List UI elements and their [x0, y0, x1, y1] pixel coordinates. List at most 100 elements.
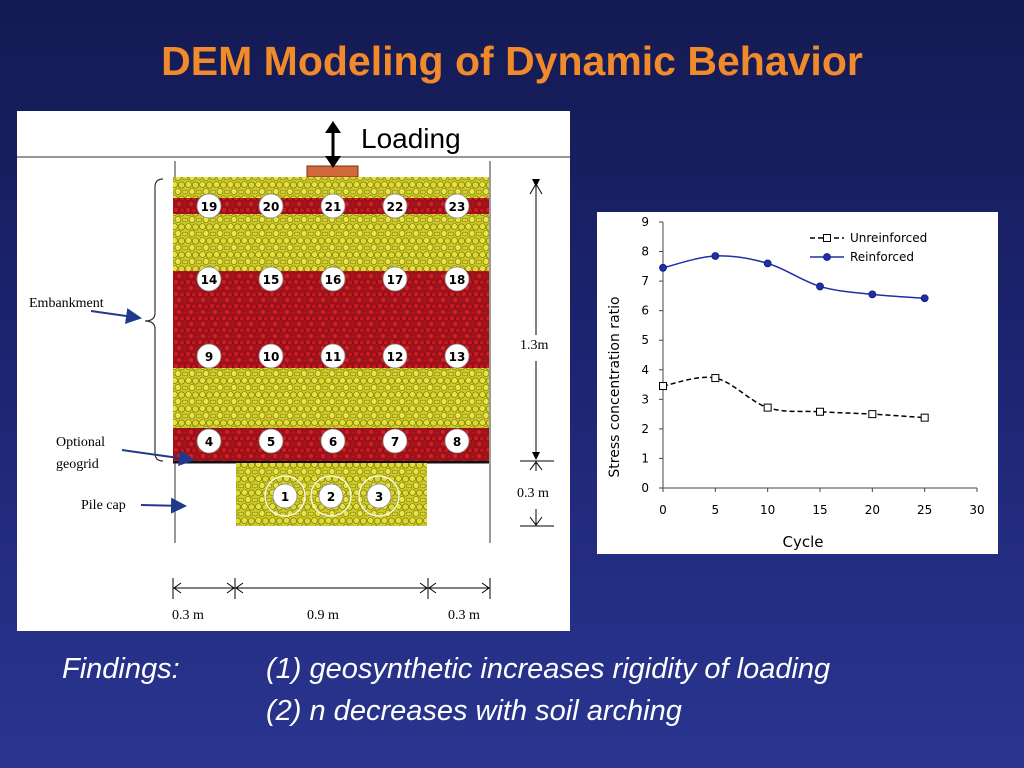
data-point: [816, 282, 824, 291]
data-point: [868, 290, 877, 299]
measurement-circle: [320, 428, 346, 454]
findings-label: Findings:: [62, 653, 180, 685]
embankment-label: Embankment: [29, 296, 104, 311]
x-tick-label: 5: [712, 503, 720, 517]
y-tick-label: 4: [641, 363, 649, 377]
measurement-circle: [382, 343, 408, 369]
measurement-circle-label: 1: [281, 490, 289, 504]
embankment-arrow-icon: [90, 308, 142, 324]
data-point: [763, 403, 772, 412]
measurement-circle: [258, 266, 284, 292]
width-left-label: 0.3 m: [172, 608, 204, 623]
series-0: [659, 374, 929, 422]
measurement-circle-label: 13: [449, 350, 466, 364]
measurement-circle-label: 7: [391, 435, 399, 449]
measurement-circle: [196, 343, 222, 369]
measurement-circle-label: 23: [449, 200, 466, 214]
measurement-circle-label: 3: [375, 490, 383, 504]
data-point: [868, 410, 877, 419]
measurement-circle-label: 6: [329, 435, 337, 449]
finding-item-2: (2) n decreases with soil arching: [266, 695, 682, 727]
y-tick-label: 1: [641, 451, 649, 465]
dimension-horizontal: [172, 578, 491, 599]
measurement-circle-label: 15: [263, 273, 280, 287]
series-line: [662, 255, 925, 300]
measurement-circle-label: 16: [325, 273, 342, 287]
y-tick-label: 3: [641, 392, 649, 406]
measurement-circle: [258, 428, 284, 454]
y-axis-label: Stress concentration ratio: [607, 296, 623, 477]
geogrid-label-line2: geogrid: [56, 457, 99, 472]
dimension-1-3m: [529, 179, 543, 460]
finding-item-1: (1) geosynthetic increases rigidity of l…: [266, 653, 831, 685]
dimension-0-3m-vertical-label: 0.3 m: [517, 486, 549, 501]
width-middle-label: 0.9 m: [307, 608, 339, 623]
dimension-0-3m-vertical: [520, 460, 554, 527]
pile-cap-arrow-icon: [140, 497, 187, 514]
x-tick-label: 15: [812, 503, 827, 517]
measurement-circle: [272, 483, 298, 509]
load-plate: [306, 165, 359, 178]
y-tick-label: 2: [641, 422, 649, 436]
measurement-circle: [382, 266, 408, 292]
measurement-circle-label: 11: [325, 350, 342, 364]
measurement-circle-label: 17: [387, 273, 404, 287]
measurement-circle: [258, 343, 284, 369]
data-point: [823, 253, 831, 261]
measurement-circle: [444, 343, 470, 369]
measurement-circle: [382, 193, 408, 219]
dem-model-figure: Loading 19 20 21 22 23 14 15 16 17 18 9 10 11 12 13 4 5 6…: [17, 111, 570, 631]
y-tick-label: 7: [641, 274, 649, 288]
measurement-circle: [196, 428, 222, 454]
y-tick-label: 8: [641, 245, 649, 259]
chart-series: [659, 252, 929, 422]
y-tick-label: 6: [641, 304, 649, 318]
y-tick-label: 9: [641, 215, 649, 229]
measurement-circle-label: 20: [263, 200, 280, 214]
loading-label: Loading: [361, 123, 461, 154]
measurement-circle: [444, 193, 470, 219]
embankment-bracket: [144, 178, 164, 462]
measurement-circle: [320, 343, 346, 369]
loading-arrow-icon: [325, 121, 341, 168]
y-tick-label: 0: [641, 481, 649, 495]
embankment-layers: [173, 177, 489, 462]
data-point: [816, 407, 824, 416]
measurement-circle-label: 10: [263, 350, 280, 364]
measurement-circle: [444, 266, 470, 292]
measurement-ring: [264, 475, 306, 517]
measurement-ring: [310, 475, 352, 517]
slide-title: DEM Modeling of Dynamic Behavior: [161, 38, 863, 84]
y-tick-label: 5: [641, 333, 649, 347]
measurement-circle-label: 8: [453, 435, 461, 449]
data-point: [659, 382, 667, 391]
x-tick-label: 10: [760, 503, 775, 517]
measurement-circle-label: 4: [205, 435, 213, 449]
measurement-ring: [358, 475, 400, 517]
measurement-circle-label: 2: [327, 490, 335, 504]
pile-cap-label: Pile cap: [81, 498, 126, 513]
data-point: [920, 413, 929, 422]
data-point: [711, 374, 720, 383]
data-point: [920, 294, 929, 303]
stress-ratio-chart: 0 1 2 3 4 5 6 7 8 9 0 5 10 15 20 25 30 Unreinforced Reinf…: [597, 212, 998, 554]
data-point: [763, 259, 772, 268]
measurement-circle: [382, 428, 408, 454]
measurement-circle: [320, 193, 346, 219]
width-right-label: 0.3 m: [448, 608, 480, 623]
measurement-circle: [444, 428, 470, 454]
measurement-circle: [196, 266, 222, 292]
measurement-circle-label: 9: [205, 350, 213, 364]
measurement-circle-label: 22: [387, 200, 404, 214]
measurement-circle-label: 12: [387, 350, 404, 364]
x-tick-label: 20: [865, 503, 880, 517]
geogrid-arrow-icon: [121, 449, 195, 466]
legend-label: Unreinforced: [850, 231, 927, 245]
measurement-circle: [258, 193, 284, 219]
measurement-circle: [320, 266, 346, 292]
chart-axes: 0 1 2 3 4 5 6 7 8 9 0 5 10 15 20 25 30: [641, 215, 984, 517]
measurement-circle-label: 14: [201, 273, 218, 287]
x-tick-label: 0: [659, 503, 667, 517]
data-point: [659, 263, 667, 272]
